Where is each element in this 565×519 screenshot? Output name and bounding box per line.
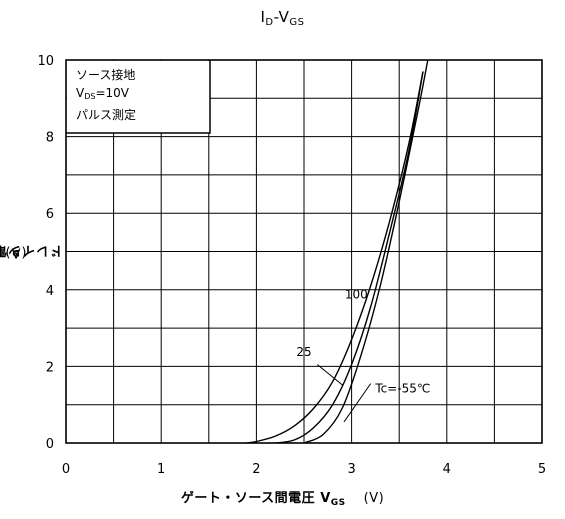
y-tick-label: 4 [46, 284, 54, 299]
y-tick-label: 6 [46, 207, 54, 222]
series-line-tc-25 [275, 71, 424, 443]
series-line-tc-100 [246, 71, 424, 443]
label-100: 100 [345, 288, 368, 302]
label-25: 25 [296, 345, 311, 359]
condition-source-grounded: ソース接地 [76, 68, 136, 82]
x-tick-label: 0 [62, 462, 70, 477]
y-axis-label: ドレイン電流 ID (A) [0, 242, 63, 260]
series-line-tc-minus55 [303, 60, 429, 443]
label-tc-minus55: Tc=-55℃ [374, 381, 430, 395]
x-tick-label: 4 [443, 462, 451, 477]
label-25-leader [317, 364, 344, 386]
condition-vds: VDS=10V [76, 86, 130, 101]
x-tick-label: 5 [538, 462, 546, 477]
y-tick-label: 2 [46, 360, 54, 375]
conditions-box-border [66, 60, 211, 134]
test-conditions-box: ソース接地 VDS=10V パルス測定 [76, 66, 136, 124]
conditions-box-background [67, 61, 210, 133]
y-tick-label: 8 [46, 131, 54, 146]
x-axis-label: ゲート・ソース間電圧 VGS (V) [180, 491, 385, 508]
x-tick-label: 1 [157, 462, 165, 477]
label-tc-minus55-leader [343, 383, 372, 423]
y-tick-label: 0 [46, 437, 54, 452]
x-tick-label: 2 [252, 462, 260, 477]
condition-pulse: パルス測定 [76, 108, 137, 122]
chart-title: ID-VGS [260, 8, 305, 28]
y-tick-label: 10 [37, 54, 54, 69]
x-tick-label: 3 [347, 462, 355, 477]
